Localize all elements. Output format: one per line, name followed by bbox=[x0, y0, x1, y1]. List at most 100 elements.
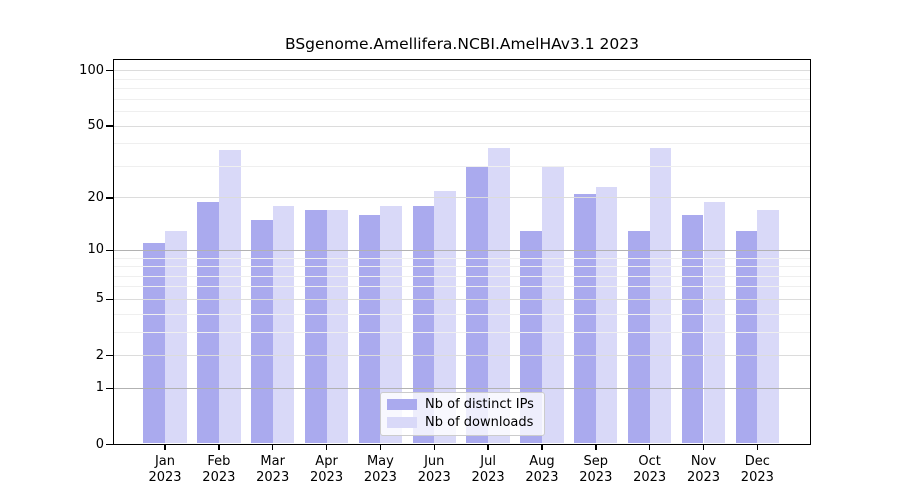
x-tick-jul bbox=[487, 444, 489, 450]
bar-downloads-oct bbox=[649, 147, 672, 443]
gridline-y-4 bbox=[113, 313, 811, 315]
y-tick-100 bbox=[106, 69, 113, 72]
bar-distinct-ips-jun bbox=[412, 206, 435, 443]
month-label: Jul bbox=[480, 453, 496, 469]
bar-downloads-dec bbox=[757, 210, 780, 443]
y-tick-label-5: 5 bbox=[95, 291, 104, 307]
month-label: Aug bbox=[529, 453, 555, 469]
x-tick-feb bbox=[218, 444, 220, 450]
y-tick-label-100: 100 bbox=[79, 62, 104, 78]
bar-downloads-jun bbox=[434, 190, 456, 443]
year-label: 2023 bbox=[633, 469, 667, 485]
bar-distinct-ips-oct bbox=[627, 230, 650, 443]
gridline-y-8 bbox=[113, 266, 811, 268]
bar-downloads-jul bbox=[488, 147, 510, 443]
month-label: Dec bbox=[744, 453, 770, 469]
bar-downloads-jan bbox=[165, 230, 187, 443]
x-tick-label-jun: Jun 2023 bbox=[403, 454, 465, 487]
year-label: 2023 bbox=[363, 469, 397, 485]
month-label: Nov bbox=[690, 453, 717, 469]
x-tick-label-jul: Jul 2023 bbox=[457, 454, 519, 487]
year-label: 2023 bbox=[579, 469, 613, 485]
x-tick-apr bbox=[325, 444, 328, 450]
y-tick-5 bbox=[106, 298, 113, 301]
x-tick-jan bbox=[164, 444, 166, 450]
bar-distinct-ips-jan bbox=[143, 243, 165, 443]
month-label: Feb bbox=[207, 453, 231, 469]
legend-label-downloads: Nb of downloads bbox=[425, 415, 534, 431]
bar-downloads-feb bbox=[218, 149, 241, 443]
gridline-y-50 bbox=[113, 125, 811, 127]
bar-downloads-nov bbox=[703, 201, 726, 443]
year-label: 2023 bbox=[740, 469, 774, 485]
x-tick-nov bbox=[702, 444, 705, 450]
gridline-y-60 bbox=[113, 111, 811, 113]
x-tick-mar bbox=[271, 444, 274, 450]
gridline-y-100 bbox=[113, 70, 811, 72]
x-tick-label-apr: Apr 2023 bbox=[296, 454, 358, 487]
x-tick-label-dec: Dec 2023 bbox=[726, 454, 788, 487]
year-label: 2023 bbox=[148, 469, 182, 485]
month-label: Sep bbox=[583, 453, 609, 469]
legend-item-distinct-ips: Nb of distinct IPs bbox=[387, 397, 542, 412]
x-tick-aug bbox=[541, 444, 543, 450]
legend-swatch-downloads bbox=[387, 417, 417, 428]
bar-distinct-ips-dec bbox=[735, 230, 758, 443]
month-label: Oct bbox=[638, 453, 661, 469]
legend: Nb of distinct IPs Nb of downloads bbox=[380, 391, 545, 436]
gridline-y-90 bbox=[113, 78, 811, 80]
year-label: 2023 bbox=[686, 469, 721, 485]
x-tick-label-nov: Nov 2023 bbox=[673, 454, 735, 487]
plot-area bbox=[113, 59, 811, 445]
month-label: Mar bbox=[260, 453, 285, 469]
x-tick-label-may: May 2023 bbox=[349, 454, 411, 487]
bar-downloads-aug bbox=[541, 166, 564, 443]
bar-distinct-ips-nov bbox=[681, 215, 704, 443]
y-tick-label-2: 2 bbox=[95, 347, 104, 363]
bar-distinct-ips-sep bbox=[574, 194, 596, 443]
year-label: 2023 bbox=[417, 469, 451, 485]
x-tick-may bbox=[379, 444, 382, 450]
bar-downloads-may bbox=[380, 206, 403, 443]
year-label: 2023 bbox=[471, 469, 505, 485]
x-tick-jun bbox=[433, 444, 435, 450]
legend-label-distinct-ips: Nb of distinct IPs bbox=[425, 396, 534, 412]
y-tick-2 bbox=[106, 354, 113, 357]
y-tick-20 bbox=[106, 197, 113, 199]
x-tick-oct bbox=[648, 444, 651, 450]
y-tick-1 bbox=[106, 387, 113, 390]
bar-downloads-mar bbox=[272, 206, 295, 443]
y-tick-50 bbox=[106, 125, 113, 127]
bar-downloads-sep bbox=[595, 187, 618, 443]
gridline-y-1 bbox=[113, 387, 811, 389]
chart-title: BSgenome.Amellifera.NCBI.AmelHAv3.1 2023 bbox=[284, 35, 640, 53]
gridline-y-70 bbox=[113, 98, 811, 100]
y-tick-label-0: 0 bbox=[95, 436, 104, 452]
legend-swatch-distinct-ips bbox=[387, 399, 417, 410]
y-tick-label-10: 10 bbox=[87, 242, 104, 258]
y-tick-10 bbox=[106, 249, 113, 252]
bar-distinct-ips-jul bbox=[466, 166, 489, 443]
x-tick-dec bbox=[756, 444, 759, 450]
gridline-y-30 bbox=[113, 165, 811, 167]
year-label: 2023 bbox=[256, 469, 290, 485]
y-tick-label-1: 1 bbox=[95, 380, 104, 396]
gridline-y-7 bbox=[113, 275, 811, 277]
legend-item-downloads: Nb of downloads bbox=[387, 415, 542, 430]
x-tick-label-sep: Sep 2023 bbox=[565, 454, 627, 487]
bar-downloads-apr bbox=[326, 210, 349, 443]
bar-distinct-ips-may bbox=[358, 215, 381, 443]
month-label: May bbox=[366, 453, 394, 469]
y-tick-0 bbox=[106, 443, 113, 446]
bar-distinct-ips-feb bbox=[197, 201, 219, 443]
bar-distinct-ips-apr bbox=[304, 210, 327, 443]
x-tick-label-feb: Feb 2023 bbox=[188, 454, 250, 487]
y-tick-label-20: 20 bbox=[87, 189, 104, 205]
y-tick-label-50: 50 bbox=[87, 118, 104, 134]
x-tick-label-aug: Aug 2023 bbox=[511, 454, 573, 487]
gridline-y-10 bbox=[113, 249, 811, 251]
year-label: 2023 bbox=[202, 469, 236, 485]
gridline-y-3 bbox=[113, 331, 811, 333]
gridline-y-2 bbox=[113, 355, 811, 357]
gridline-y-9 bbox=[113, 257, 811, 259]
